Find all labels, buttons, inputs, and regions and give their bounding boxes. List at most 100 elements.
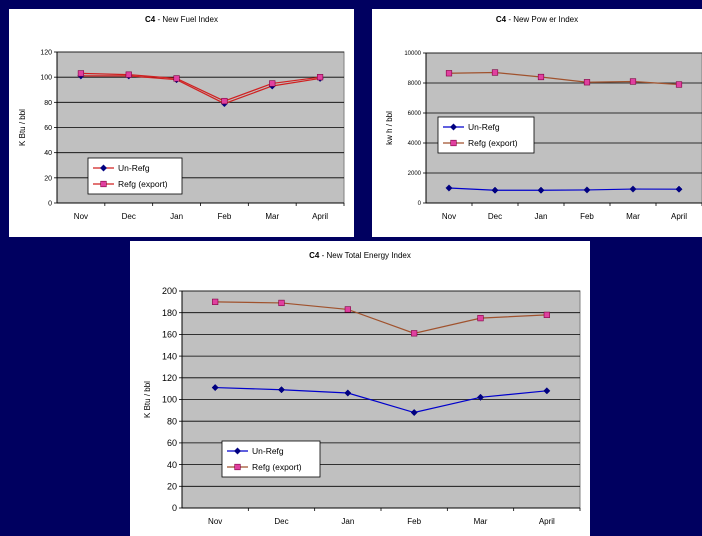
y-tick-label: 20 (44, 175, 52, 182)
legend-label: Refg (export) (118, 179, 168, 189)
x-tick-label: Dec (274, 517, 288, 526)
data-point (411, 330, 418, 337)
total-energy-index-chart-panel: C4 - New Total Energy Index 0 20 40 60 80 100 1… (130, 241, 590, 536)
legend-label: Refg (export) (468, 138, 518, 148)
data-point (344, 306, 351, 313)
data-point (476, 393, 485, 401)
data-point (543, 387, 551, 395)
data-point (269, 80, 276, 87)
fuel-index-chart-panel: C4 - New Fuel Index 0 20 40 60 80 100 120 Nov Dec… (9, 9, 354, 237)
chart-title: C4 - New Fuel Index (145, 15, 218, 24)
legend-label: Un-Refg (252, 446, 284, 456)
data-point (410, 408, 418, 417)
data-point (629, 78, 637, 85)
y-axis-label: K Btu / bbl (18, 109, 27, 146)
y-tick-label: 40 (44, 150, 52, 157)
y-tick-label: 8000 (408, 81, 422, 87)
y-tick-label: 140 (162, 351, 177, 361)
legend-label: Refg (export) (252, 462, 302, 472)
chart-title-prefix: C4 (309, 251, 320, 260)
data-point (491, 186, 499, 194)
legend-label: Un-Refg (118, 163, 150, 173)
data-point (278, 299, 285, 307)
y-tick-label: 10000 (404, 51, 421, 57)
legend-label: Un-Refg (468, 122, 500, 132)
y-tick-label: 20 (167, 481, 177, 491)
legend-marker (233, 447, 242, 455)
y-tick-label: 120 (162, 373, 177, 383)
legend-marker (99, 164, 108, 172)
data-point (344, 389, 352, 397)
data-point (173, 75, 180, 82)
x-tick-label: Mar (474, 517, 488, 526)
y-tick-label: 6000 (408, 111, 422, 117)
x-tick-label: Jan (341, 517, 354, 526)
data-point (316, 74, 324, 81)
chart-title-prefix: C4 (145, 15, 156, 24)
series-line-un-refg (80, 75, 321, 105)
series-line-refg-export (215, 301, 547, 334)
x-tick-label: Nov (208, 517, 222, 526)
x-tick-label: Nov (442, 212, 456, 221)
chart-title: C4 - New Pow er Index (496, 15, 578, 24)
chart-title-text: - New Total Energy Index (319, 251, 410, 260)
y-tick-label: 200 (162, 286, 177, 296)
y-tick-label: 0 (418, 201, 422, 207)
data-point (583, 79, 591, 86)
chart-title-prefix: C4 (496, 15, 507, 24)
y-tick-label: 40 (167, 460, 177, 470)
data-point (77, 70, 85, 77)
chart-title-text: - New Pow er Index (506, 15, 578, 24)
data-point (445, 70, 453, 77)
data-point (675, 185, 683, 193)
y-tick-label: 0 (172, 503, 177, 513)
x-tick-label: April (539, 517, 555, 526)
y-axis-label: kw h / bbl (385, 111, 394, 145)
y-tick-label: 2000 (408, 171, 422, 177)
x-tick-label: April (671, 212, 687, 221)
legend-box (437, 116, 535, 154)
legend: Un-Refg Refg (export) (87, 157, 183, 195)
series-line-un-refg (215, 386, 547, 414)
legend-box (221, 440, 321, 478)
power-index-chart-panel: C4 - New Pow er Index 0 2000 4000 6000 8000 10… (372, 9, 702, 237)
x-tick-label: Feb (218, 212, 232, 221)
x-tick-label: Feb (407, 517, 421, 526)
fuel-index-chart: C4 - New Fuel Index 0 20 40 60 80 100 120 Nov Dec… (18, 15, 345, 221)
x-tick-label: Dec (488, 212, 502, 221)
series-line-un-refg (448, 187, 680, 191)
data-point (445, 184, 453, 192)
y-tick-label: 160 (162, 330, 177, 340)
y-tick-label: 60 (167, 438, 177, 448)
x-tick-label: Mar (265, 212, 279, 221)
data-point (491, 69, 499, 76)
series-line-refg-export (80, 72, 321, 102)
y-tick-label: 180 (162, 308, 177, 318)
data-point (629, 185, 637, 193)
data-point (211, 384, 219, 392)
x-tick-label: Mar (626, 212, 640, 221)
x-tick-label: Jan (535, 212, 548, 221)
chart-title: C4 - New Total Energy Index (309, 251, 411, 260)
x-tick-label: Dec (122, 212, 136, 221)
legend-marker (450, 139, 457, 147)
data-point (583, 186, 591, 194)
data-point (277, 386, 286, 394)
legend-marker (234, 463, 241, 471)
x-tick-label: Nov (74, 212, 88, 221)
power-index-chart: C4 - New Pow er Index 0 2000 4000 6000 8000 10… (385, 15, 702, 221)
legend-marker (100, 180, 107, 188)
total-energy-index-chart: C4 - New Total Energy Index 0 20 40 60 80 100 1… (143, 251, 581, 526)
data-point (537, 73, 545, 81)
x-tick-label: Jan (170, 212, 183, 221)
series-line-refg-export (448, 71, 680, 86)
y-axis-label: K Btu / bbl (143, 381, 152, 418)
data-point (125, 71, 132, 78)
legend: Un-Refg Refg (export) (437, 116, 535, 154)
data-point (537, 186, 545, 194)
y-tick-label: 120 (40, 49, 52, 56)
chart-title-text: - New Fuel Index (155, 15, 218, 24)
data-point (477, 315, 484, 322)
legend: Un-Refg Refg (export) (221, 440, 321, 478)
data-point (212, 298, 219, 305)
